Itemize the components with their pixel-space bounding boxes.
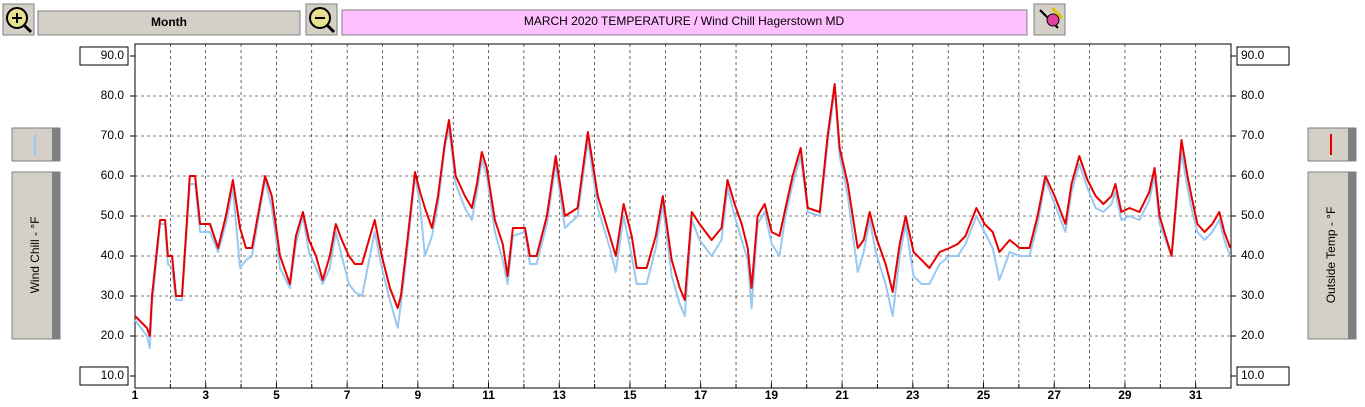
- series-line: [134, 83, 1232, 337]
- outside-temp-axis-label-box: Outside Temp - °F: [1307, 171, 1357, 340]
- y2-tick-label: 60.0: [1241, 168, 1265, 182]
- x-tick-label: 31: [1189, 388, 1203, 402]
- y2-tick-label: 80.0: [1241, 88, 1265, 102]
- title-box: [341, 9, 1028, 36]
- y2-tick-label: 90.0: [1241, 48, 1265, 62]
- wind-chill-legend[interactable]: [11, 127, 61, 162]
- x-tick-label: 1: [132, 388, 139, 402]
- y-tick-label: 10.0: [101, 368, 125, 382]
- x-tick-label: 23: [906, 388, 920, 402]
- y-tick-label: 70.0: [101, 128, 125, 142]
- chart-title: MARCH 2020 TEMPERATURE / Wind Chill Hage…: [524, 14, 845, 28]
- wind-chill-axis-label-box: Wind Chill - °F: [11, 171, 61, 340]
- settings-button[interactable]: [1033, 3, 1066, 36]
- x-tick-label: 27: [1048, 388, 1062, 402]
- x-tick-label: 7: [344, 388, 351, 402]
- x-tick-label: 5: [273, 388, 280, 402]
- x-tick-label: 29: [1118, 388, 1132, 402]
- y-tick-label: 50.0: [101, 208, 125, 222]
- y2-tick-label: 20.0: [1241, 328, 1265, 342]
- y2-tick-label: 40.0: [1241, 248, 1265, 262]
- x-tick-label: 25: [977, 388, 991, 402]
- period-button[interactable]: Month: [37, 10, 301, 36]
- period-label: Month: [151, 15, 187, 29]
- x-tick-label: 21: [835, 388, 849, 402]
- y2-tick-label: 70.0: [1241, 128, 1265, 142]
- y-tick-label: 90.0: [101, 48, 125, 62]
- y-tick-label: 20.0: [101, 328, 125, 342]
- x-tick-label: 9: [414, 388, 421, 402]
- y-tick-label: 30.0: [101, 288, 125, 302]
- x-tick-label: 17: [694, 388, 708, 402]
- zoom-out-button[interactable]: [305, 3, 338, 36]
- y2-axis-label: Outside Temp - °F: [1324, 207, 1338, 304]
- x-tick-label: 19: [765, 388, 779, 402]
- y-tick-box: [79, 366, 129, 386]
- y-tick-box: [79, 46, 129, 66]
- y2-tick-label: 10.0: [1241, 368, 1265, 382]
- y-axis-label: Wind Chill - °F: [28, 217, 42, 294]
- outside-temp-legend[interactable]: [1307, 127, 1357, 162]
- y2-tick-box: [1236, 46, 1290, 66]
- x-tick-label: 3: [202, 388, 209, 402]
- y2-tick-label: 30.0: [1241, 288, 1265, 302]
- x-tick-label: 11: [482, 388, 495, 402]
- y2-tick-label: 50.0: [1241, 208, 1265, 222]
- y-tick-label: 80.0: [101, 88, 125, 102]
- x-tick-label: 13: [553, 388, 567, 402]
- y2-tick-box: [1236, 366, 1290, 386]
- y-tick-label: 60.0: [101, 168, 125, 182]
- zoom-in-button[interactable]: [2, 3, 35, 36]
- y-tick-label: 40.0: [101, 248, 125, 262]
- x-tick-label: 15: [623, 388, 637, 402]
